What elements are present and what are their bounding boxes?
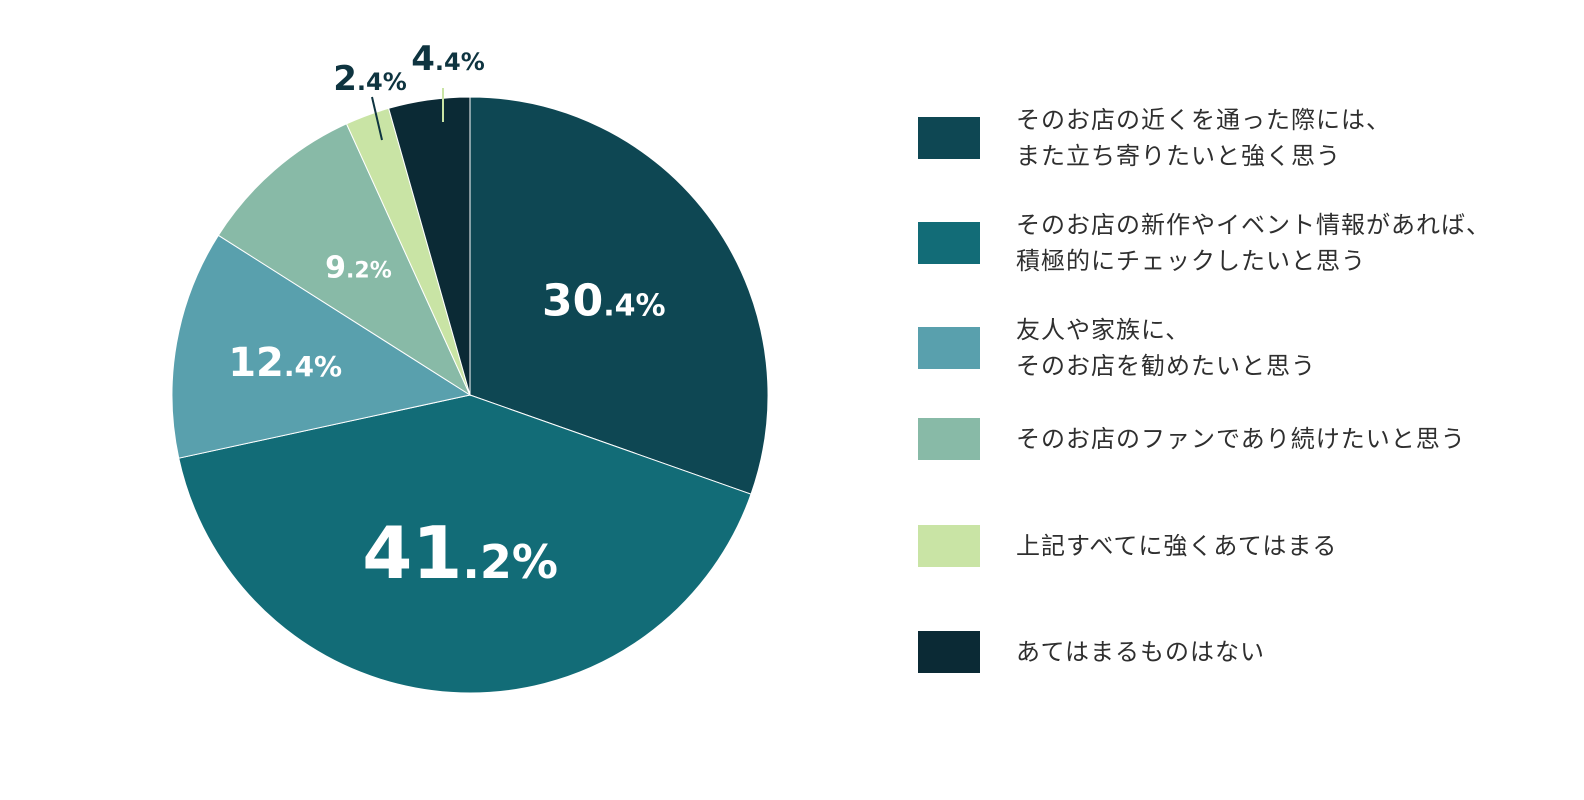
legend-item-6: あてはまるものはない: [918, 631, 1265, 673]
pie-slice-4: [217, 123, 472, 397]
pie-slice-6: [388, 96, 471, 396]
pie-data-labels: 30.4% 41.2% 12.4% 9.2% 2.4%4.4%: [228, 39, 665, 595]
legend-item-5: 上記すべてに強くあてはまる: [918, 525, 1337, 567]
legend-label-6: あてはまるものはない: [1016, 638, 1266, 666]
legend-label-2: そのお店の新作やイベント情報があれば、 積極的にチェックしたいと思う: [1016, 211, 1491, 275]
slice-value-label-6: 4.4%: [411, 39, 485, 79]
leader-line-5: [371, 96, 383, 141]
legend-swatch-1: [918, 117, 980, 159]
legend-label-3: 友人や家族に、 そのお店を勧めたいと思う: [1016, 316, 1316, 380]
legend-item-1: そのお店の近くを通った際には、 また立ち寄りたいと強く思う: [918, 102, 1391, 174]
slice-value-label-5: 2.4%: [333, 59, 407, 99]
slice-value-label-3: 12.4%: [228, 340, 342, 386]
slice-value-label-1: 30.4%: [542, 276, 666, 327]
legend-swatch-2: [918, 222, 980, 264]
pie-slice-2: [178, 394, 752, 694]
legend-label-1: そのお店の近くを通った際には、 また立ち寄りたいと強く思う: [1016, 106, 1391, 170]
slice-value-label-4: 9.2%: [325, 250, 392, 285]
legend-swatch-6: [918, 631, 980, 673]
label-leader-lines: [371, 88, 444, 141]
slice-value-label-2: 41.2%: [362, 511, 558, 595]
legend-swatch-5: [918, 525, 980, 567]
pie-slice-1: [469, 96, 769, 495]
legend-swatch-3: [918, 327, 980, 369]
pie-slices: [171, 96, 769, 694]
pie-chart: 30.4% 41.2% 12.4% 9.2% 2.4%4.4%: [171, 39, 769, 694]
legend-label-4: そのお店のファンであり続けたいと思う: [1016, 425, 1466, 453]
legend-item-2: そのお店の新作やイベント情報があれば、 積極的にチェックしたいと思う: [918, 207, 1491, 279]
legend-label-5: 上記すべてに強くあてはまる: [1016, 532, 1338, 560]
legend-item-4: そのお店のファンであり続けたいと思う: [918, 418, 1466, 460]
legend-item-3: 友人や家族に、 そのお店を勧めたいと思う: [918, 312, 1316, 384]
pie-slice-3: [171, 234, 472, 459]
legend-swatch-4: [918, 418, 980, 460]
